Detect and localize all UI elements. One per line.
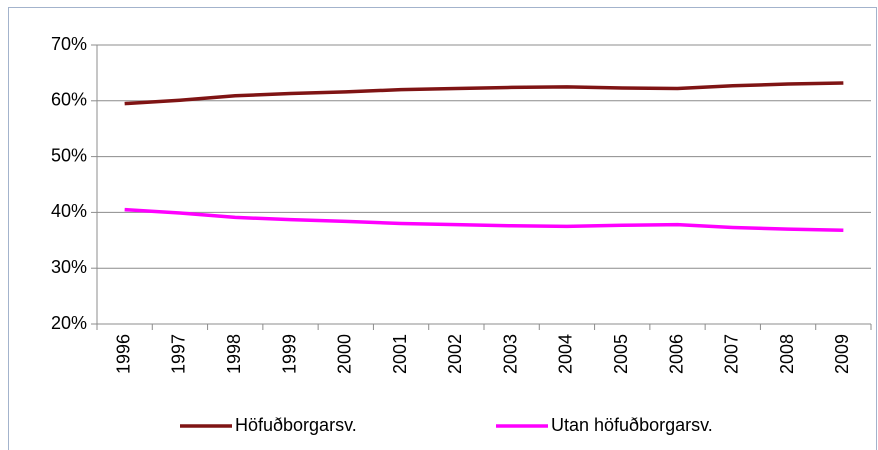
chart-border <box>8 7 877 450</box>
x-tick-label: 2003 <box>500 334 520 374</box>
x-tick-label: 2008 <box>777 334 797 374</box>
x-tick-label: 1998 <box>224 334 244 374</box>
x-tick-label: 1997 <box>169 334 189 374</box>
y-tick-label: 60% <box>51 90 87 110</box>
x-tick-label: 2001 <box>390 334 410 374</box>
series-line <box>124 207 844 233</box>
series-line <box>124 81 844 106</box>
x-tick-label: 2002 <box>445 334 465 374</box>
x-tick-label: 2009 <box>832 334 852 374</box>
x-tick-label: 2000 <box>335 334 355 374</box>
x-tick-label: 2007 <box>722 334 742 374</box>
y-tick-label: 30% <box>51 257 87 277</box>
legend-label: Utan höfuðborgarsv. <box>551 415 713 435</box>
y-tick-label: 20% <box>51 313 87 333</box>
legend-label: Höfuðborgarsv. <box>235 415 357 435</box>
x-tick-label: 1996 <box>113 334 133 374</box>
x-tick-label: 2006 <box>666 334 686 374</box>
y-tick-label: 50% <box>51 145 87 165</box>
x-tick-label: 1999 <box>279 334 299 374</box>
y-tick-label: 70% <box>51 34 87 54</box>
x-tick-label: 2004 <box>556 334 576 374</box>
y-tick-label: 40% <box>51 201 87 221</box>
x-tick-label: 2005 <box>611 334 631 374</box>
